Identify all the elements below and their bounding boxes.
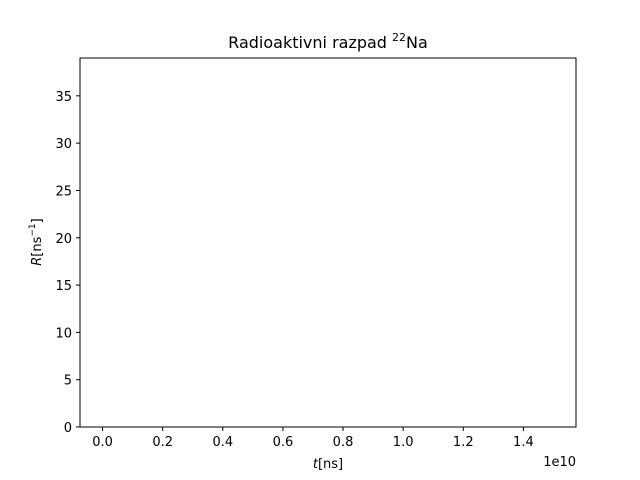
y-tick-label: 30	[55, 137, 72, 152]
x-axis-label: t[ns]	[313, 457, 343, 472]
y-tick-label: 5	[64, 374, 72, 389]
x-tick-label: 1.4	[513, 435, 534, 450]
y-tick-label: 0	[64, 421, 72, 436]
x-tick-label: 0.8	[333, 435, 354, 450]
x-tick-label: 1.0	[393, 435, 414, 450]
y-tick-label: 25	[55, 184, 72, 199]
x-tick-label: 0.6	[273, 435, 294, 450]
chart-title: Radioaktivni razpad 22Na	[228, 31, 428, 52]
title-isotope-symbol: Na	[406, 33, 428, 52]
plot-area-frame	[79, 57, 577, 428]
x-axis-offset-label: 1e10	[543, 455, 576, 470]
y-tick-label: 15	[55, 279, 72, 294]
y-tick-label: 35	[55, 90, 72, 105]
x-tick-label: 0.2	[152, 435, 173, 450]
x-tick-label: 1.2	[453, 435, 474, 450]
y-axis-label: R[ns−1]	[28, 218, 45, 266]
x-tick-label: 0.0	[92, 435, 113, 450]
y-axis-label-exponent: −1	[28, 223, 38, 236]
x-tick-label: 0.4	[212, 435, 233, 450]
y-axis-ticks: 0 5 10 15 20 25 30 35	[55, 90, 80, 436]
title-isotope-mass: 22	[392, 31, 406, 44]
x-axis-ticks: 0.0 0.2 0.4 0.6 0.8 1.0 1.2 1.4	[92, 427, 534, 450]
y-tick-label: 10	[55, 326, 72, 341]
y-tick-label: 20	[55, 232, 72, 247]
